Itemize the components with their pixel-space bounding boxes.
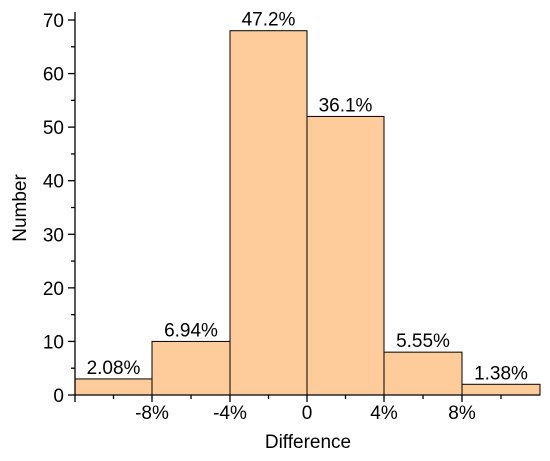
- bar-value-label: 1.38%: [474, 363, 528, 384]
- histogram-bar: [229, 30, 308, 396]
- histogram-bar: [151, 340, 231, 396]
- y-tick-label: 40: [43, 172, 64, 193]
- y-tick-label: 60: [43, 65, 64, 86]
- axes-layer: [68, 12, 540, 402]
- labels-layer: 2.08% 6.94% 47.2% 36.1% 5.55% 1.38% 0 10 20 30 40 5…: [43, 10, 528, 424]
- histogram-bar: [306, 115, 385, 396]
- histogram-bar: [461, 383, 541, 396]
- y-tick-label: 20: [43, 279, 64, 300]
- bar-value-label: 47.2%: [242, 10, 296, 31]
- y-axis-title: Number: [10, 174, 31, 242]
- bar-value-label: 5.55%: [396, 331, 450, 352]
- histogram-bar: [74, 378, 153, 396]
- bars-layer: [74, 30, 541, 396]
- x-tick-label: 0: [302, 403, 313, 424]
- bar-value-label: 36.1%: [319, 95, 373, 116]
- y-tick-label: 70: [43, 11, 64, 32]
- y-tick-label: 30: [43, 225, 64, 246]
- histogram-bar: [383, 351, 463, 396]
- y-tick-label: 10: [43, 332, 64, 353]
- y-tick-label: 50: [43, 118, 64, 139]
- x-tick-label: 8%: [448, 403, 476, 424]
- x-tick-label: -4%: [213, 403, 247, 424]
- bar-value-label: 6.94%: [164, 320, 218, 341]
- x-tick-label: -8%: [135, 403, 169, 424]
- bar-value-label: 2.08%: [87, 358, 141, 379]
- x-axis-title: Difference: [265, 432, 351, 453]
- y-tick-label: 0: [53, 386, 64, 407]
- x-tick-label: 4%: [370, 403, 398, 424]
